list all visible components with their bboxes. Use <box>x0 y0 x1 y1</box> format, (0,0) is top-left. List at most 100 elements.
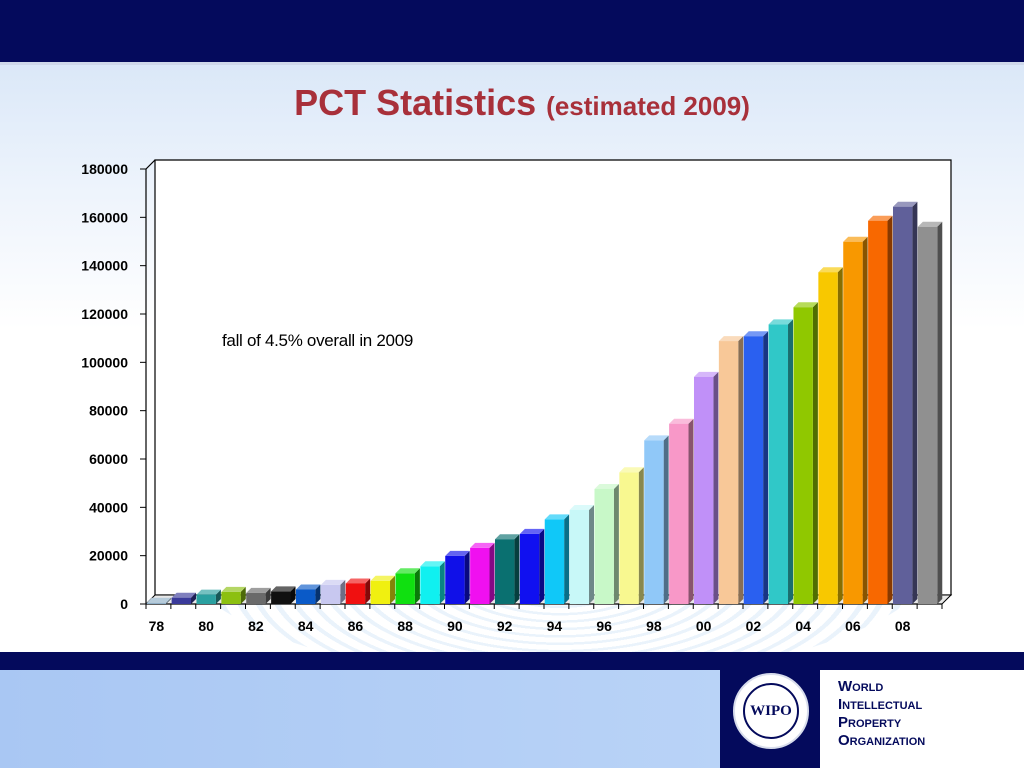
bar <box>146 602 167 604</box>
bar-side <box>514 534 520 604</box>
bar-side <box>589 504 595 604</box>
bar-side <box>887 215 893 604</box>
bar <box>171 597 192 604</box>
x-tick-label: 86 <box>348 618 364 634</box>
y-tick-label: 100000 <box>81 354 128 370</box>
bar-top <box>345 578 371 584</box>
bar-top <box>818 267 843 273</box>
bar-top <box>718 336 744 342</box>
bar-top <box>246 587 271 593</box>
bar-side <box>663 435 669 604</box>
chart-annotation: fall of 4.5% overall in 2009 <box>222 331 414 350</box>
y-tick-label: 120000 <box>81 306 128 322</box>
bar <box>196 594 216 604</box>
bar-top <box>619 467 644 473</box>
bar-top <box>868 215 893 221</box>
wipo-logo: WIPO <box>733 673 809 749</box>
bar-top <box>843 236 868 242</box>
bar <box>644 440 664 604</box>
bar <box>619 472 639 604</box>
bar <box>892 206 913 604</box>
bar-side <box>763 331 769 604</box>
bar-top <box>519 528 545 534</box>
bar-side <box>837 267 843 604</box>
y-tick-label: 40000 <box>89 499 128 515</box>
bar-top <box>320 579 346 585</box>
x-tick-label: 94 <box>547 618 563 634</box>
bar <box>246 592 266 604</box>
bar-side <box>638 467 644 604</box>
bar-top <box>221 586 246 592</box>
bar-side <box>390 575 396 604</box>
bar-side <box>464 550 470 604</box>
bar <box>569 509 590 604</box>
title-subtitle: (estimated 2009) <box>546 91 750 121</box>
title-main: PCT Statistics <box>294 82 537 123</box>
bar-top <box>793 302 818 308</box>
bar-top <box>295 584 321 590</box>
bar-side <box>539 528 545 604</box>
bar <box>768 324 789 604</box>
x-tick-label: 82 <box>248 618 264 634</box>
bar-top <box>644 435 669 441</box>
bar-side <box>240 586 246 604</box>
x-tick-label: 80 <box>198 618 214 634</box>
bar-side <box>191 592 197 604</box>
footer-org-panel <box>820 670 1024 768</box>
bar-top <box>171 592 197 598</box>
bar-side <box>937 221 943 604</box>
bar-side <box>290 586 296 604</box>
bar-top <box>494 534 520 540</box>
bar-side <box>564 514 570 604</box>
bar-top <box>271 586 296 592</box>
x-tick-label: 88 <box>397 618 413 634</box>
bar-top <box>370 575 396 581</box>
bar <box>445 555 465 604</box>
x-tick-label: 90 <box>447 618 463 634</box>
bar <box>420 566 440 604</box>
bar <box>370 580 391 604</box>
bar-side <box>812 302 818 604</box>
bar <box>519 533 540 604</box>
org-line: Intellectual <box>838 696 923 713</box>
bar-top <box>768 319 794 325</box>
bar <box>669 423 689 604</box>
bar <box>345 583 366 604</box>
bar <box>917 226 938 604</box>
bar-top <box>395 568 420 574</box>
x-tick-label: 98 <box>646 618 662 634</box>
x-tick-label: 04 <box>795 618 811 634</box>
bar-side <box>265 587 271 604</box>
bar-side <box>439 561 445 604</box>
bar-side <box>788 319 794 604</box>
bar <box>743 336 764 604</box>
x-tick-label: 96 <box>596 618 612 634</box>
bar-side <box>713 371 719 604</box>
bar-top <box>196 589 221 595</box>
bar-top <box>892 201 918 207</box>
organization-name: World Intellectual Property Organization <box>838 678 925 750</box>
bar-top <box>544 514 570 520</box>
bar-side <box>489 542 495 604</box>
bar-top <box>917 221 943 227</box>
bar-top <box>693 371 719 377</box>
bar <box>793 307 813 604</box>
bar-top <box>669 418 694 424</box>
y-tick-label: 20000 <box>89 548 128 564</box>
page-title: PCT Statistics (estimated 2009) <box>0 82 1024 124</box>
bar <box>395 573 415 604</box>
bar-side <box>738 336 744 604</box>
bar-side <box>613 483 619 604</box>
wipo-logo-mark: WIPO <box>743 683 799 739</box>
bar-side <box>166 597 172 604</box>
x-tick-label: 00 <box>696 618 712 634</box>
bar-top <box>470 542 495 548</box>
header-divider <box>0 62 1024 65</box>
header-bar <box>0 0 1024 62</box>
bar-side <box>315 584 321 604</box>
x-tick-label: 02 <box>746 618 762 634</box>
bar-top <box>420 561 445 567</box>
bar <box>843 241 863 604</box>
footer-band <box>0 652 1024 670</box>
bar-chart: 0 20000 40000 60000 80000 100000 120000 140000 1… <box>81 159 953 634</box>
